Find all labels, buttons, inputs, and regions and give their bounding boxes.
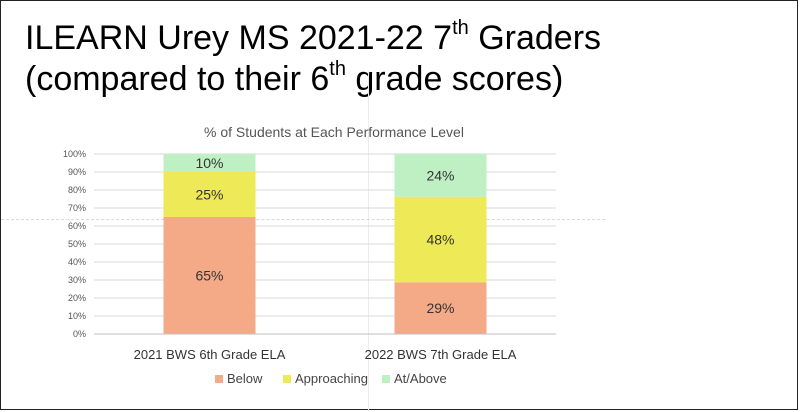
- legend-swatch-at-above: [382, 375, 390, 383]
- y-tick-label: 60%: [68, 221, 86, 231]
- data-label: 29%: [426, 300, 454, 316]
- title-line1-end: Graders: [468, 19, 602, 57]
- slide-title: ILEARN Urey MS 2021-22 7th Graders (compa…: [25, 18, 601, 100]
- y-tick-label: 90%: [68, 167, 86, 177]
- data-label: 10%: [195, 155, 223, 171]
- data-label: 48%: [426, 232, 454, 248]
- bar-approaching-2: [394, 196, 487, 283]
- y-tick-label: 0%: [73, 329, 86, 339]
- title-line2-end: grade scores): [345, 60, 564, 98]
- y-tick-label: 30%: [68, 275, 86, 285]
- y-tick-label: 80%: [68, 185, 86, 195]
- bar-approaching-1: [163, 172, 256, 217]
- bar-below-1: [163, 217, 256, 334]
- y-tick-label: 50%: [68, 239, 86, 249]
- legend-swatch-approaching: [283, 375, 291, 383]
- title-line1: ILEARN Urey MS 2021-22 7: [25, 19, 453, 57]
- bar-at-above-1: [163, 154, 256, 172]
- legend-label: Approaching: [295, 371, 368, 386]
- legend-label: At/Above: [394, 371, 447, 386]
- title-line1-superscript: th: [452, 17, 469, 39]
- y-tick-label: 40%: [68, 257, 86, 267]
- bar-at-above-2: [394, 154, 487, 197]
- vertical-guide-line: [368, 71, 369, 411]
- y-tick-label: 20%: [68, 293, 86, 303]
- horizontal-guide-line: [1, 219, 605, 220]
- y-tick-label: 100%: [63, 149, 86, 159]
- data-label: 25%: [195, 187, 223, 203]
- title-line2: (compared to their 6: [25, 60, 330, 98]
- legend-swatch-below: [215, 375, 223, 383]
- chart-title: % of Students at Each Performance Level: [204, 124, 464, 140]
- x-category-label: 2021 BWS 6th Grade ELA: [134, 347, 286, 362]
- bar-below-2: [394, 282, 487, 334]
- data-label: 65%: [195, 268, 223, 284]
- x-category-label: 2022 BWS 7th Grade ELA: [365, 347, 517, 362]
- legend-label: Below: [227, 371, 263, 386]
- title-line2-superscript: th: [329, 58, 346, 80]
- y-tick-label: 70%: [68, 203, 86, 213]
- y-tick-label: 10%: [68, 311, 86, 321]
- data-label: 24%: [426, 167, 454, 183]
